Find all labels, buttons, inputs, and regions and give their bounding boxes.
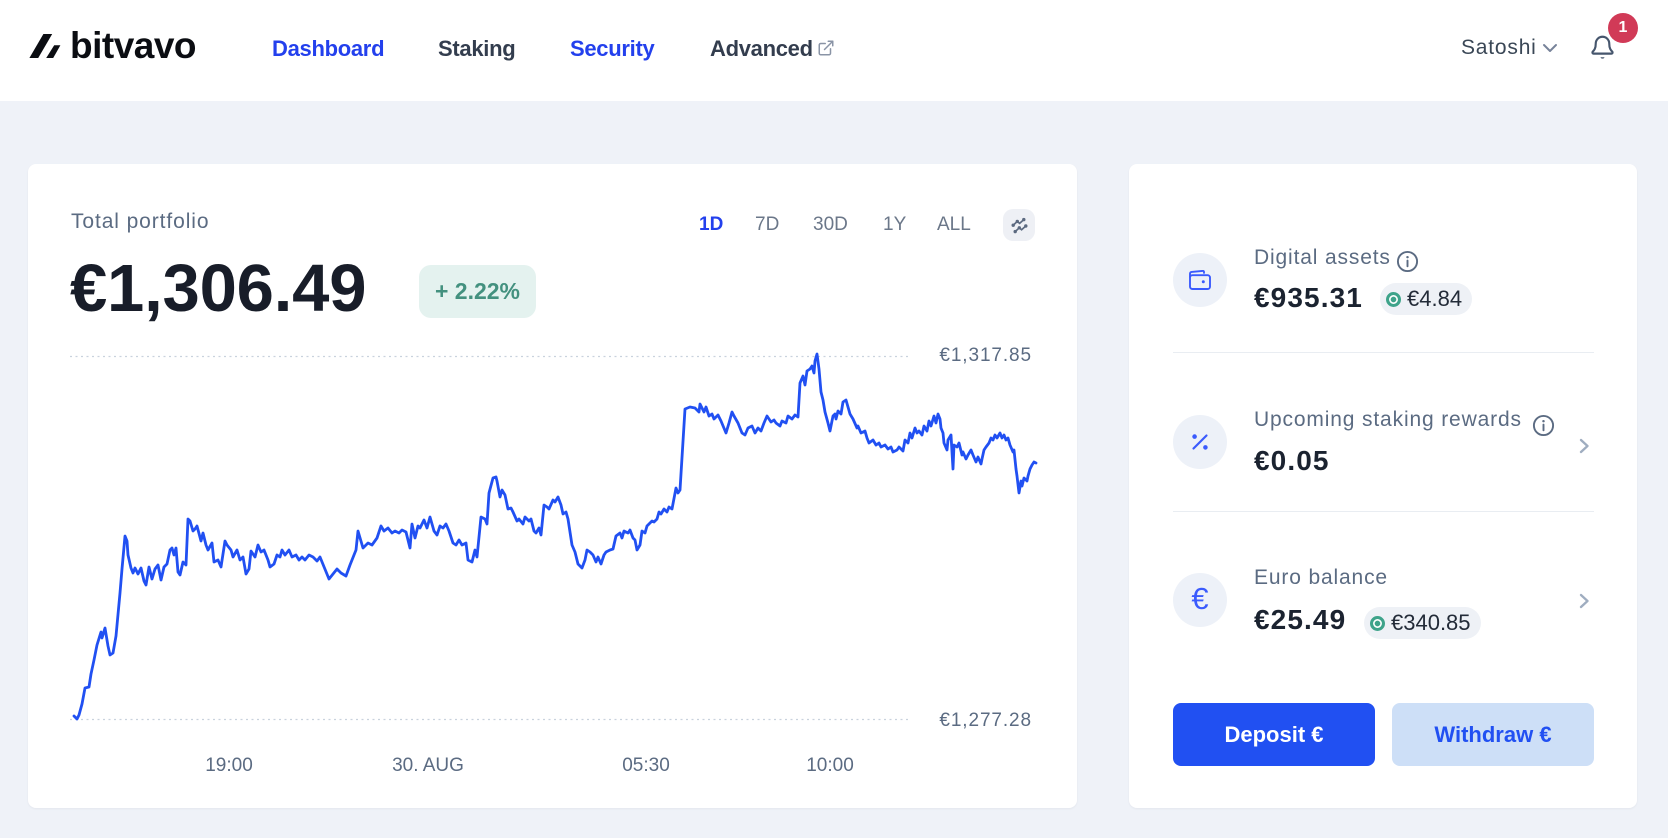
svg-text:€1,277.28: €1,277.28	[939, 710, 1032, 731]
svg-text:30. AUG: 30. AUG	[392, 755, 464, 776]
svg-text:19:00: 19:00	[205, 755, 253, 776]
svg-text:05:30: 05:30	[622, 755, 670, 776]
svg-text:10:00: 10:00	[806, 755, 854, 776]
svg-text:€1,317.85: €1,317.85	[939, 345, 1032, 366]
